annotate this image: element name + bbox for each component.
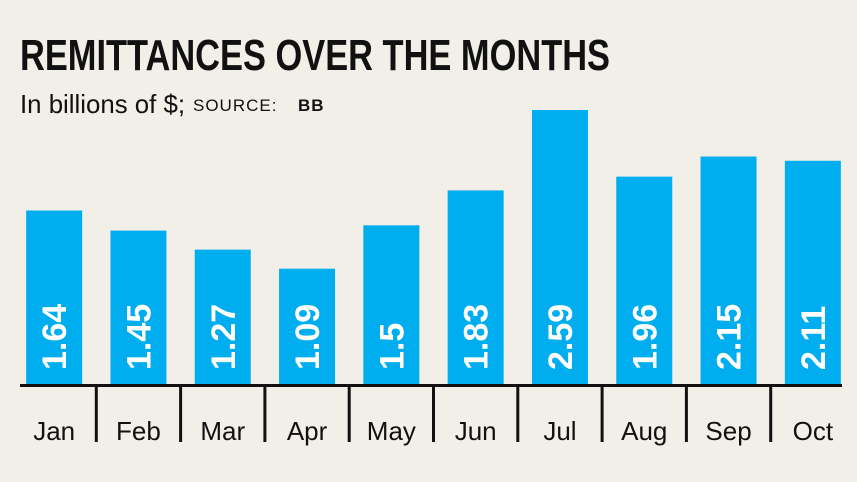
x-tick-label: Apr <box>287 416 328 446</box>
bar <box>447 190 504 384</box>
bar <box>110 230 167 384</box>
x-tick-label: Feb <box>116 416 161 446</box>
chart-title: REMITTANCES OVER THE MONTHS <box>20 31 610 80</box>
subtitle: In billions of $; <box>20 89 185 119</box>
bar <box>784 160 841 384</box>
x-tick-label: Oct <box>793 416 834 446</box>
bar <box>616 176 673 384</box>
value-label: 2.59 <box>542 304 580 370</box>
value-label: 1.27 <box>205 304 243 370</box>
x-tick-label: May <box>367 416 416 446</box>
x-tick-label: Mar <box>200 416 245 446</box>
bar <box>363 225 420 384</box>
value-label: 1.96 <box>626 304 664 370</box>
value-label: 1.5 <box>373 323 411 370</box>
value-label: 2.11 <box>795 306 833 370</box>
x-tick-label: Aug <box>621 416 667 446</box>
bar <box>700 156 757 384</box>
value-label: 1.83 <box>458 304 496 370</box>
x-tick-label: Sep <box>705 416 751 446</box>
source-label: SOURCE: <box>193 96 277 115</box>
value-label: 1.09 <box>289 304 327 370</box>
x-tick-label: Jun <box>455 416 497 446</box>
bar <box>279 268 336 384</box>
value-label: 1.45 <box>120 304 158 370</box>
x-tick-label: Jan <box>33 416 75 446</box>
bar <box>26 210 83 384</box>
source: BB <box>298 96 325 115</box>
bar <box>194 249 251 384</box>
value-label: 1.64 <box>36 304 74 370</box>
value-label: 2.15 <box>711 304 749 370</box>
bar <box>531 110 588 384</box>
x-tick-label: Jul <box>543 416 576 446</box>
